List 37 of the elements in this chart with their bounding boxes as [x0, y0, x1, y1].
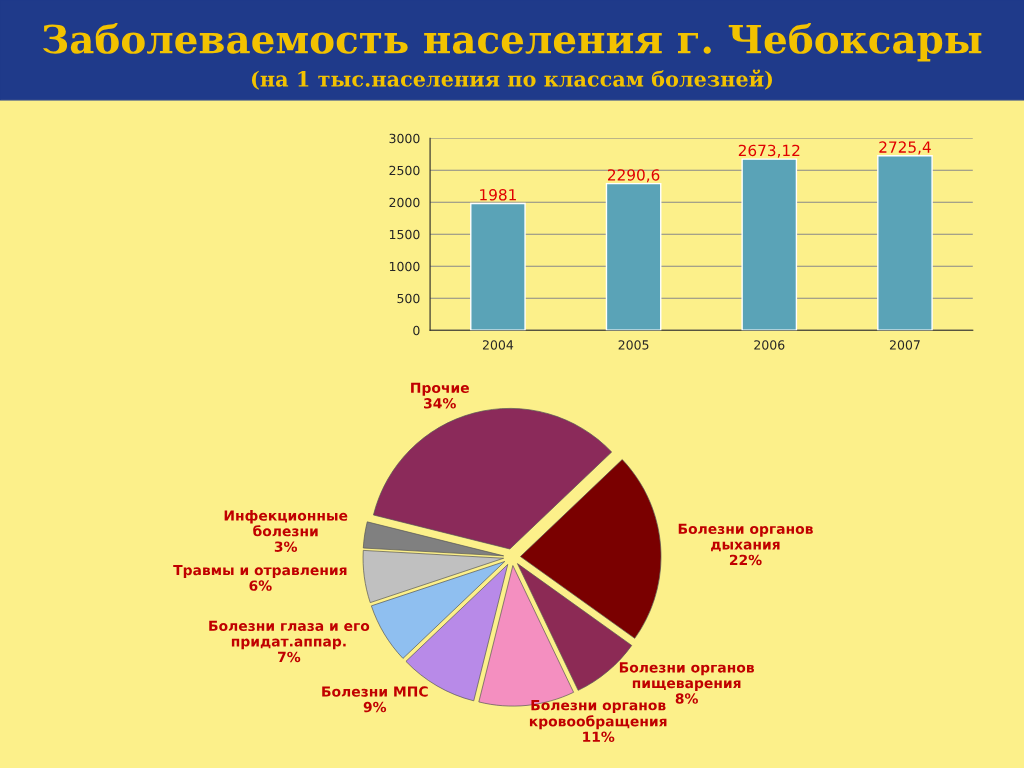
y-tick-label: 2500	[389, 165, 420, 176]
slice-label: Болезни органов пищеварения	[619, 662, 755, 691]
slice-label: Инфекционные болезни	[224, 510, 348, 537]
data-label: 22%	[729, 554, 762, 566]
chart-title: Заболеваемость населения г. Чебоксары	[42, 23, 982, 62]
data-label: 8%	[675, 693, 698, 704]
data-label: 3%	[274, 541, 298, 552]
slice-label: Болезни глаза и его придат.аппар.	[209, 620, 370, 650]
data-label: 6%	[249, 580, 272, 591]
bar	[741, 158, 798, 331]
slice-label: Болезни МПС	[322, 686, 428, 697]
data-label: 7%	[278, 651, 301, 663]
data-label: 1981	[480, 188, 516, 201]
bar	[877, 155, 933, 331]
data-label: 9%	[363, 701, 387, 713]
y-tick-label: 2000	[389, 197, 420, 208]
data-label: 11%	[583, 731, 615, 743]
data-label: 2290,6	[607, 169, 660, 183]
slice-label: Прочие	[411, 382, 469, 396]
x-tick-label: 2005	[618, 340, 649, 350]
slice-label: Болезни органов дыхания	[678, 523, 813, 552]
y-tick-label: 0	[413, 325, 420, 336]
y-tick-label: 1000	[389, 261, 420, 272]
x-tick-label: 2006	[754, 340, 785, 350]
x-tick-label: 2007	[889, 340, 920, 350]
x-tick-label: 2004	[482, 340, 514, 350]
y-tick-label: 3000	[389, 133, 420, 144]
y-tick-label: 1500	[389, 229, 420, 240]
data-label: 2725,4	[879, 141, 931, 155]
y-tick-label: 500	[397, 293, 420, 304]
chart-subtitle: (на 1 тыс.населения по классам болезней)	[251, 69, 773, 90]
slice-label: Болезни органов кровообращения	[529, 700, 667, 730]
data-label: 2673,12	[738, 144, 800, 158]
data-label: 34%	[424, 398, 456, 409]
slice-label: Травмы и отравления	[173, 565, 347, 579]
bar	[605, 182, 662, 331]
bar	[470, 202, 526, 331]
